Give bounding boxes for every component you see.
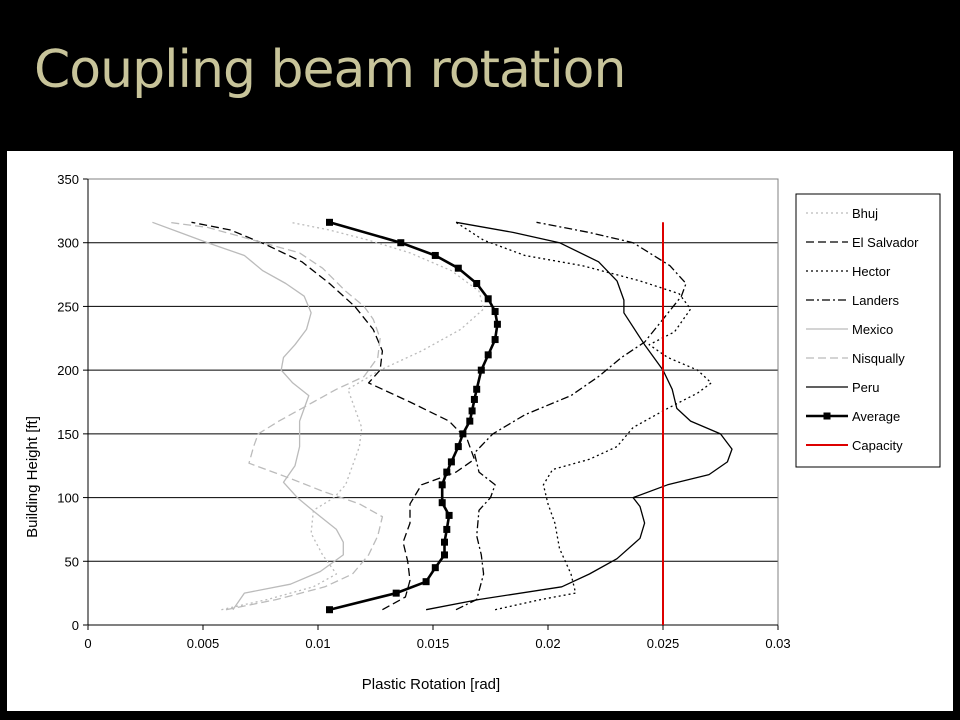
series-marker-average	[493, 320, 501, 328]
series-marker-average	[438, 481, 446, 489]
series-marker-average	[484, 351, 492, 359]
series-marker-average	[392, 589, 400, 597]
series-line-landers	[455, 221, 687, 611]
series-marker-average	[422, 578, 430, 586]
legend-marker-average	[823, 412, 831, 420]
series-line-hector	[455, 221, 712, 611]
series-marker-average	[484, 295, 492, 303]
series-lines	[152, 218, 733, 625]
legend-label-peru: Peru	[852, 380, 879, 395]
series-marker-average	[454, 443, 462, 451]
axes	[83, 178, 779, 630]
series-marker-average	[468, 407, 476, 415]
series-marker-average	[477, 366, 485, 374]
series-marker-average	[326, 606, 333, 614]
series-marker-average	[470, 395, 478, 403]
y-tick-label: 0	[72, 618, 79, 633]
legend-label-capacity: Capacity	[852, 438, 903, 453]
legend-label-bhuj: Bhuj	[852, 206, 878, 221]
rotation-chart: 0 50 100 150 200 250 300 350 0 0.005 0.01 0.015 0.02…	[24, 172, 941, 693]
plot-area-border	[87, 178, 779, 626]
slide-title: Coupling beam rotation	[34, 40, 626, 100]
y-tick-label: 200	[57, 363, 79, 378]
y-tick-label: 50	[65, 554, 79, 569]
series-line-peru	[425, 221, 733, 611]
series-marker-average	[466, 417, 474, 425]
y-tick-label: 350	[57, 172, 79, 187]
series-marker-average	[491, 336, 499, 344]
series-marker-average	[431, 251, 439, 259]
legend-label-el-salvador: El Salvador	[852, 235, 919, 250]
series-marker-average	[473, 385, 481, 393]
series-line-el-salvador	[191, 221, 476, 611]
legend-label-hector: Hector	[852, 264, 891, 279]
series-marker-average	[454, 264, 462, 272]
chart-panel: 0 50 100 150 200 250 300 350 0 0.005 0.01 0.015 0.02…	[7, 151, 953, 711]
x-tick-label: 0.025	[647, 636, 680, 651]
series-line-nisqually	[168, 221, 384, 611]
x-tick-label: 0	[84, 636, 91, 651]
legend-label-landers: Landers	[852, 293, 899, 308]
series-line-mexico	[152, 221, 344, 611]
series-marker-average	[491, 308, 499, 316]
legend: Bhuj El Salvador Hector Landers Mexico Nisqua…	[795, 193, 941, 468]
x-tick-label: 0.02	[535, 636, 560, 651]
series-marker-average	[326, 218, 333, 226]
x-tick-label: 0.005	[187, 636, 220, 651]
y-tick-label: 100	[57, 491, 79, 506]
legend-label-mexico: Mexico	[852, 322, 893, 337]
y-tick-label: 150	[57, 427, 79, 442]
series-marker-average	[431, 564, 439, 572]
y-axis-title: Building Height [ft]	[24, 416, 41, 538]
x-axis-title: Plastic Rotation [rad]	[362, 676, 500, 693]
series-line-average	[329, 221, 499, 611]
tick-labels: 0 50 100 150 200 250 300 350 0 0.005 0.01 0.015 0.02…	[57, 172, 790, 651]
series-marker-average	[443, 525, 451, 533]
series-marker-average	[441, 538, 448, 546]
series-marker-average	[438, 499, 446, 507]
legend-box	[795, 193, 941, 468]
series-marker-average	[447, 458, 455, 466]
series-marker-average	[397, 239, 405, 247]
y-tick-label: 300	[57, 236, 79, 251]
series-marker-average	[441, 551, 448, 559]
y-tick-label: 250	[57, 299, 79, 314]
legend-label-nisqually: Nisqually	[852, 351, 905, 366]
series-marker-average	[473, 279, 481, 287]
series-line-bhuj	[221, 221, 485, 611]
series-marker-average	[443, 468, 451, 476]
x-tick-label: 0.015	[417, 636, 450, 651]
series-marker-average	[459, 430, 467, 438]
x-tick-label: 0.01	[305, 636, 330, 651]
x-tick-label: 0.03	[765, 636, 790, 651]
series-marker-average	[445, 511, 453, 519]
legend-label-average: Average	[852, 409, 900, 424]
